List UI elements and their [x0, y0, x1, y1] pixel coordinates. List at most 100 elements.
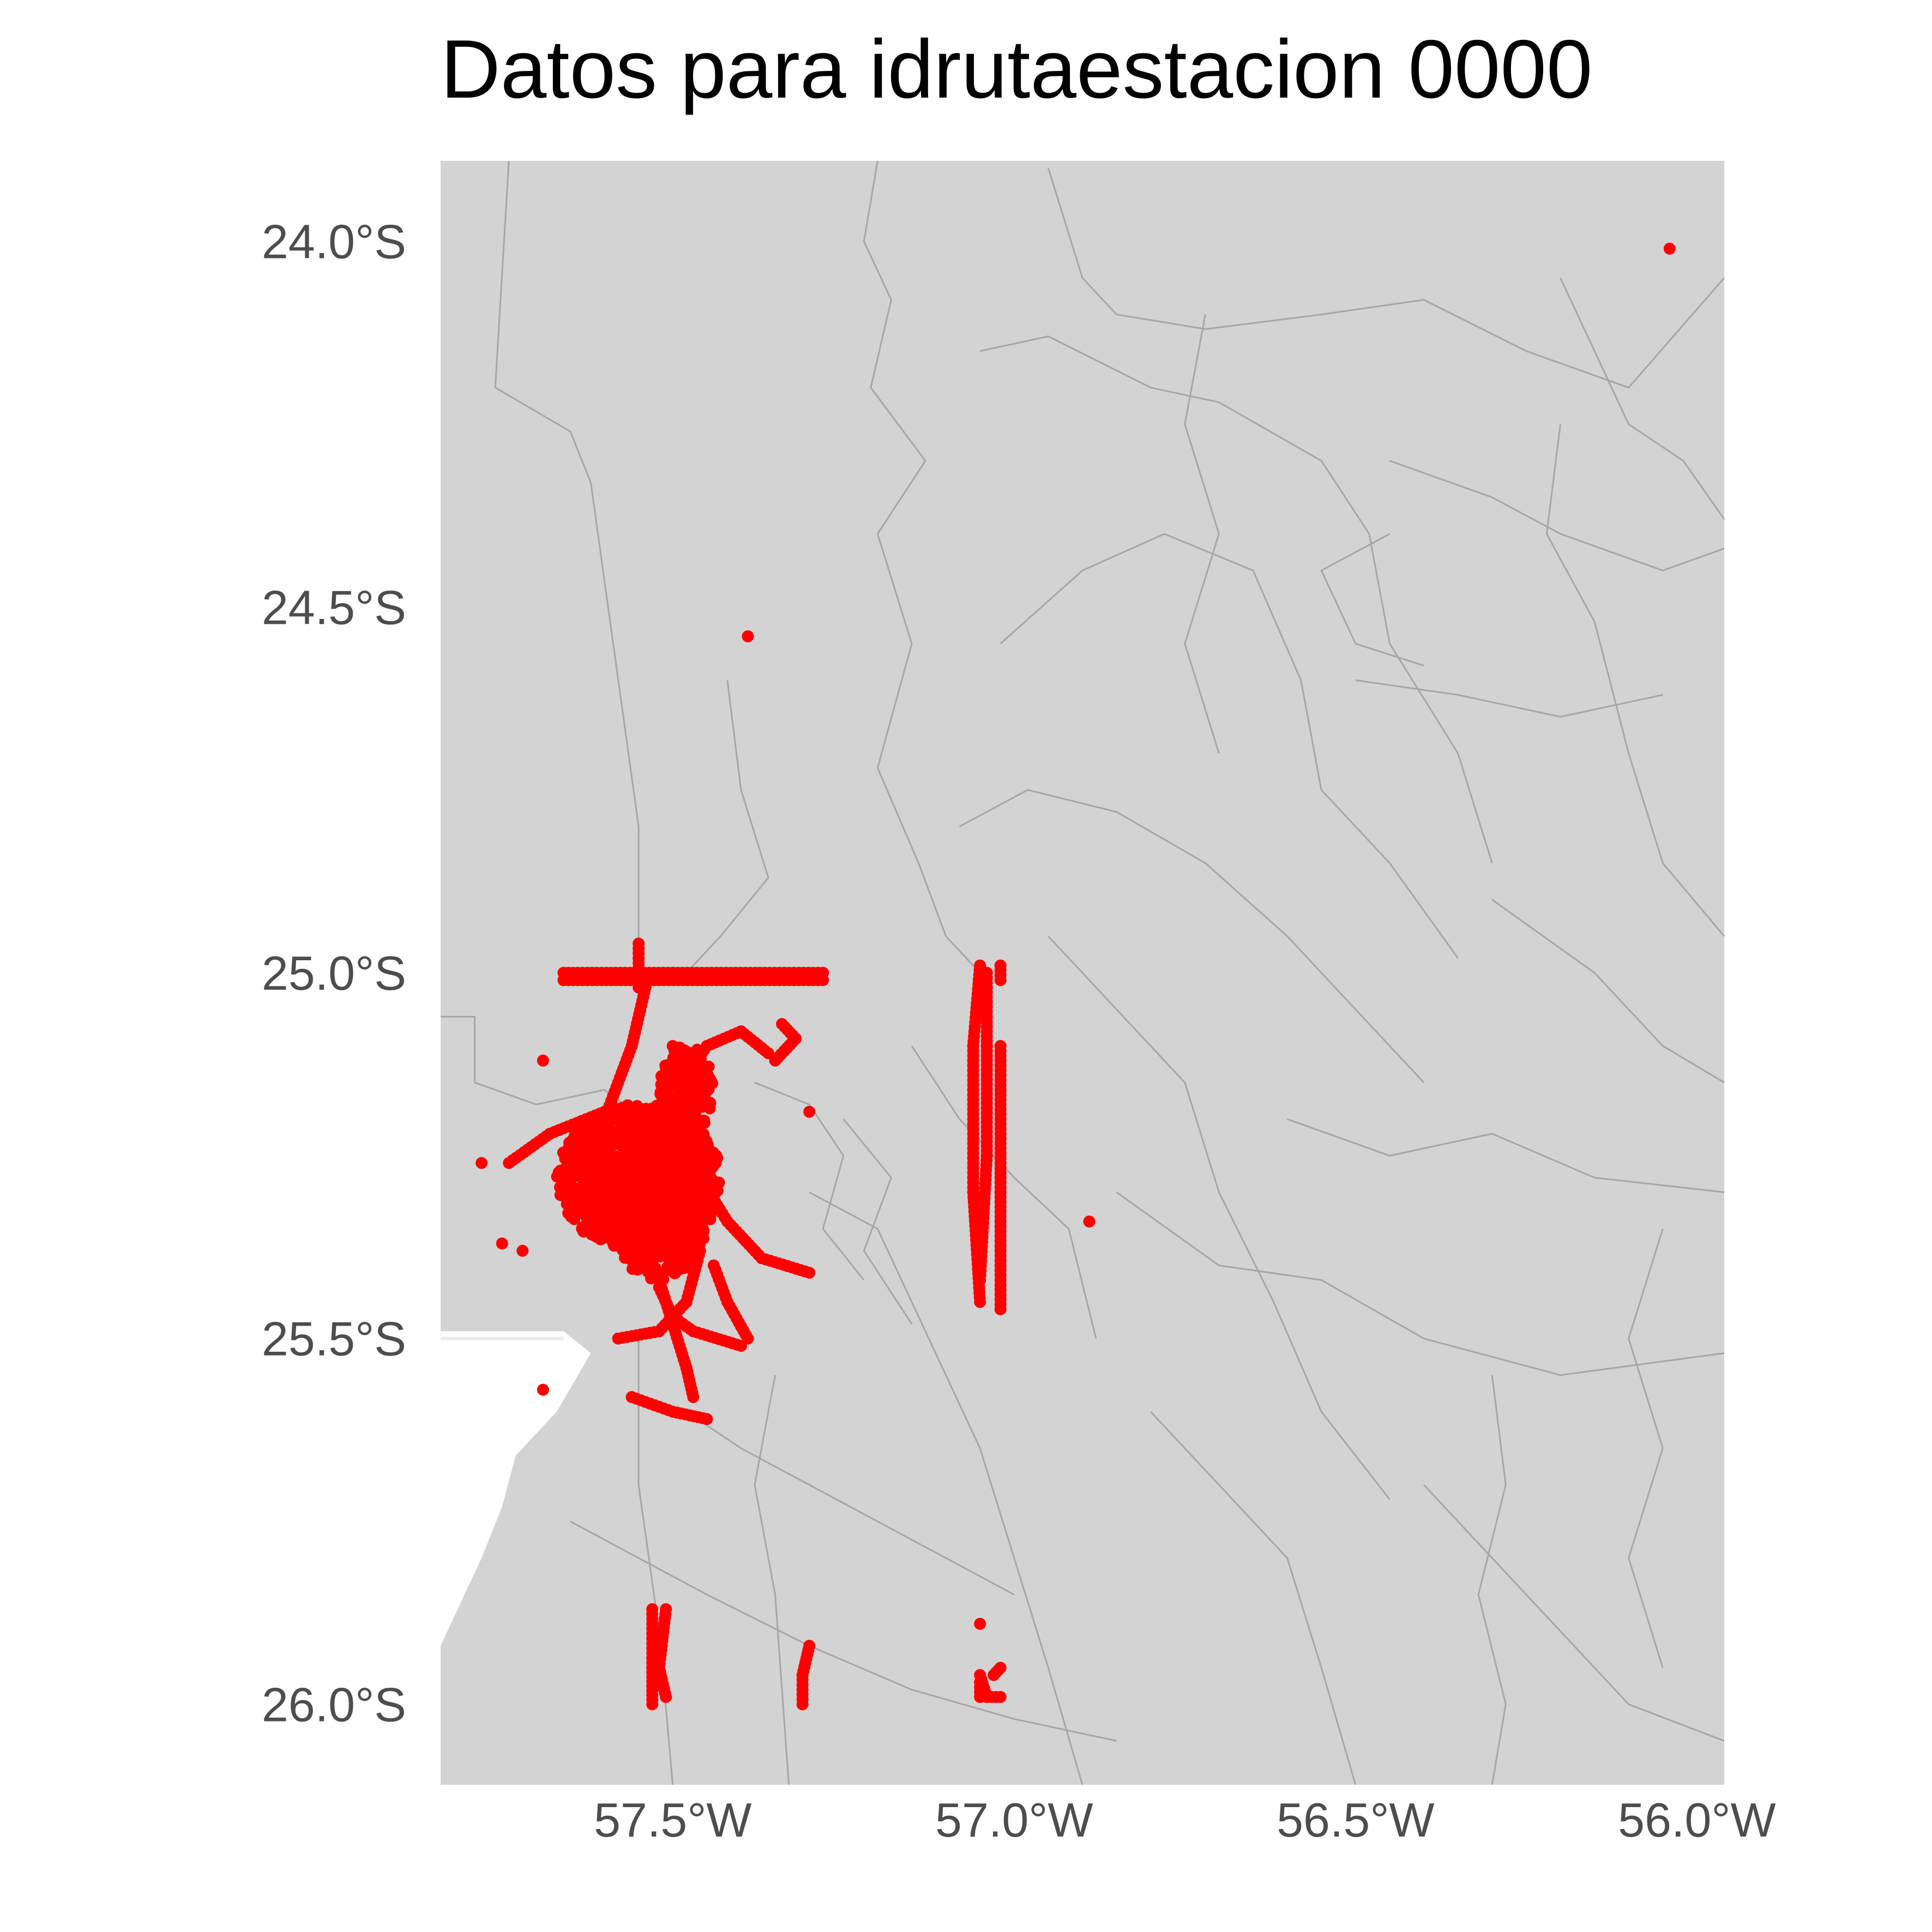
y-tick-label: 24.0°S: [262, 215, 406, 269]
boundary-line: [1423, 1484, 1725, 1742]
data-point: [974, 1617, 986, 1630]
data-point: [575, 1190, 588, 1202]
data-point: [496, 1237, 508, 1250]
data-point: [588, 1165, 601, 1178]
y-tick-label: 25.0°S: [262, 946, 406, 1000]
data-point: [593, 1220, 606, 1233]
data-point: [651, 1147, 664, 1159]
x-tick-label: 56.5°W: [1277, 1793, 1435, 1847]
boundary-line: [1150, 1411, 1357, 1785]
data-point: [685, 1158, 697, 1170]
boundary-line: [959, 789, 1425, 1084]
data-point: [537, 1383, 549, 1396]
data-point: [687, 1391, 700, 1404]
data-point: [974, 1296, 986, 1308]
y-tick-label: 26.0°S: [262, 1677, 406, 1731]
data-point: [621, 1236, 633, 1249]
data-point: [673, 1042, 686, 1054]
data-point: [476, 1157, 488, 1169]
x-tick-label: 57.0°W: [935, 1793, 1093, 1847]
data-point: [630, 1188, 643, 1201]
data-point: [674, 1186, 687, 1199]
data-points: [476, 242, 1676, 1711]
y-tick-label: 24.5°S: [262, 580, 406, 634]
data-point: [657, 1217, 669, 1230]
data-point: [994, 1303, 1007, 1316]
data-point: [609, 1111, 622, 1123]
data-point: [700, 1196, 712, 1209]
boundary-line: [979, 335, 1493, 864]
data-point: [637, 1244, 649, 1256]
municipal-boundaries: [441, 160, 1725, 1785]
data-point: [646, 1201, 658, 1213]
boundary-line: [637, 1338, 674, 1785]
data-point: [516, 1244, 529, 1257]
boundary-line: [809, 1191, 1084, 1785]
data-point: [613, 1129, 625, 1141]
data-point: [689, 1183, 701, 1196]
x-tick-label: 57.5°W: [594, 1793, 752, 1847]
boundary-line: [1184, 314, 1220, 754]
y-axis-tick-labels: 24.0°S 24.5°S 25.0°S 25.5°S 26.0°S: [262, 215, 406, 1732]
data-point: [609, 1196, 622, 1208]
boundary-line: [754, 1081, 865, 1281]
y-tick-label: 25.5°S: [262, 1312, 406, 1366]
data-point: [666, 1212, 678, 1224]
boundary-line: [1355, 679, 1663, 718]
data-point: [631, 1215, 643, 1228]
data-point: [679, 1242, 691, 1255]
data-point: [974, 1274, 986, 1286]
data-point: [601, 1187, 614, 1199]
x-axis-tick-labels: 57.5°W 57.0°W 56.5°W 56.0°W: [594, 1793, 1776, 1847]
data-point: [559, 1149, 572, 1161]
boundary-line: [1477, 1375, 1507, 1785]
data-point: [587, 1122, 600, 1134]
boundary-line: [1047, 167, 1725, 389]
data-point: [661, 1261, 674, 1273]
data-point: [692, 1218, 705, 1231]
river-area: [441, 1331, 591, 1668]
data-point: [588, 1153, 600, 1166]
data-point: [636, 1139, 648, 1152]
boundary-line: [842, 1118, 913, 1325]
boundary-line: [1000, 533, 1459, 959]
data-point: [555, 1167, 568, 1179]
data-point: [631, 1263, 644, 1276]
data-point: [690, 1130, 702, 1143]
chart-title: Datos para idrutaestacion 0000: [441, 23, 1593, 116]
data-point: [667, 1243, 680, 1256]
data-point: [803, 1266, 816, 1279]
data-point: [769, 1054, 781, 1067]
data-point: [651, 1158, 663, 1171]
data-point: [692, 1086, 705, 1099]
boundary-line: [685, 1411, 1015, 1596]
boundary-line: [494, 160, 640, 1010]
data-point: [569, 1141, 582, 1154]
data-point: [693, 1150, 705, 1163]
boundary-line: [1320, 533, 1424, 667]
data-point: [670, 1172, 683, 1184]
data-point: [565, 1211, 577, 1223]
data-point: [817, 974, 829, 986]
data-point: [617, 1168, 629, 1181]
data-point: [635, 1230, 647, 1243]
data-point: [974, 1691, 986, 1704]
data-point: [636, 1174, 648, 1187]
data-point: [585, 1228, 598, 1241]
data-point: [742, 1332, 754, 1345]
boundary-line: [1545, 424, 1725, 937]
data-point: [680, 1176, 693, 1188]
data-point: [618, 1147, 631, 1159]
boundary-line: [1048, 935, 1391, 1500]
data-point: [622, 1129, 634, 1141]
data-point: [1083, 1215, 1096, 1228]
data-point: [702, 1060, 715, 1073]
data-point: [685, 1069, 698, 1081]
data-point: [601, 1162, 613, 1175]
data-point: [701, 1413, 713, 1425]
data-point: [670, 1093, 683, 1105]
data-point: [668, 1225, 681, 1238]
data-point: [601, 1131, 613, 1144]
data-point: [689, 1045, 702, 1058]
